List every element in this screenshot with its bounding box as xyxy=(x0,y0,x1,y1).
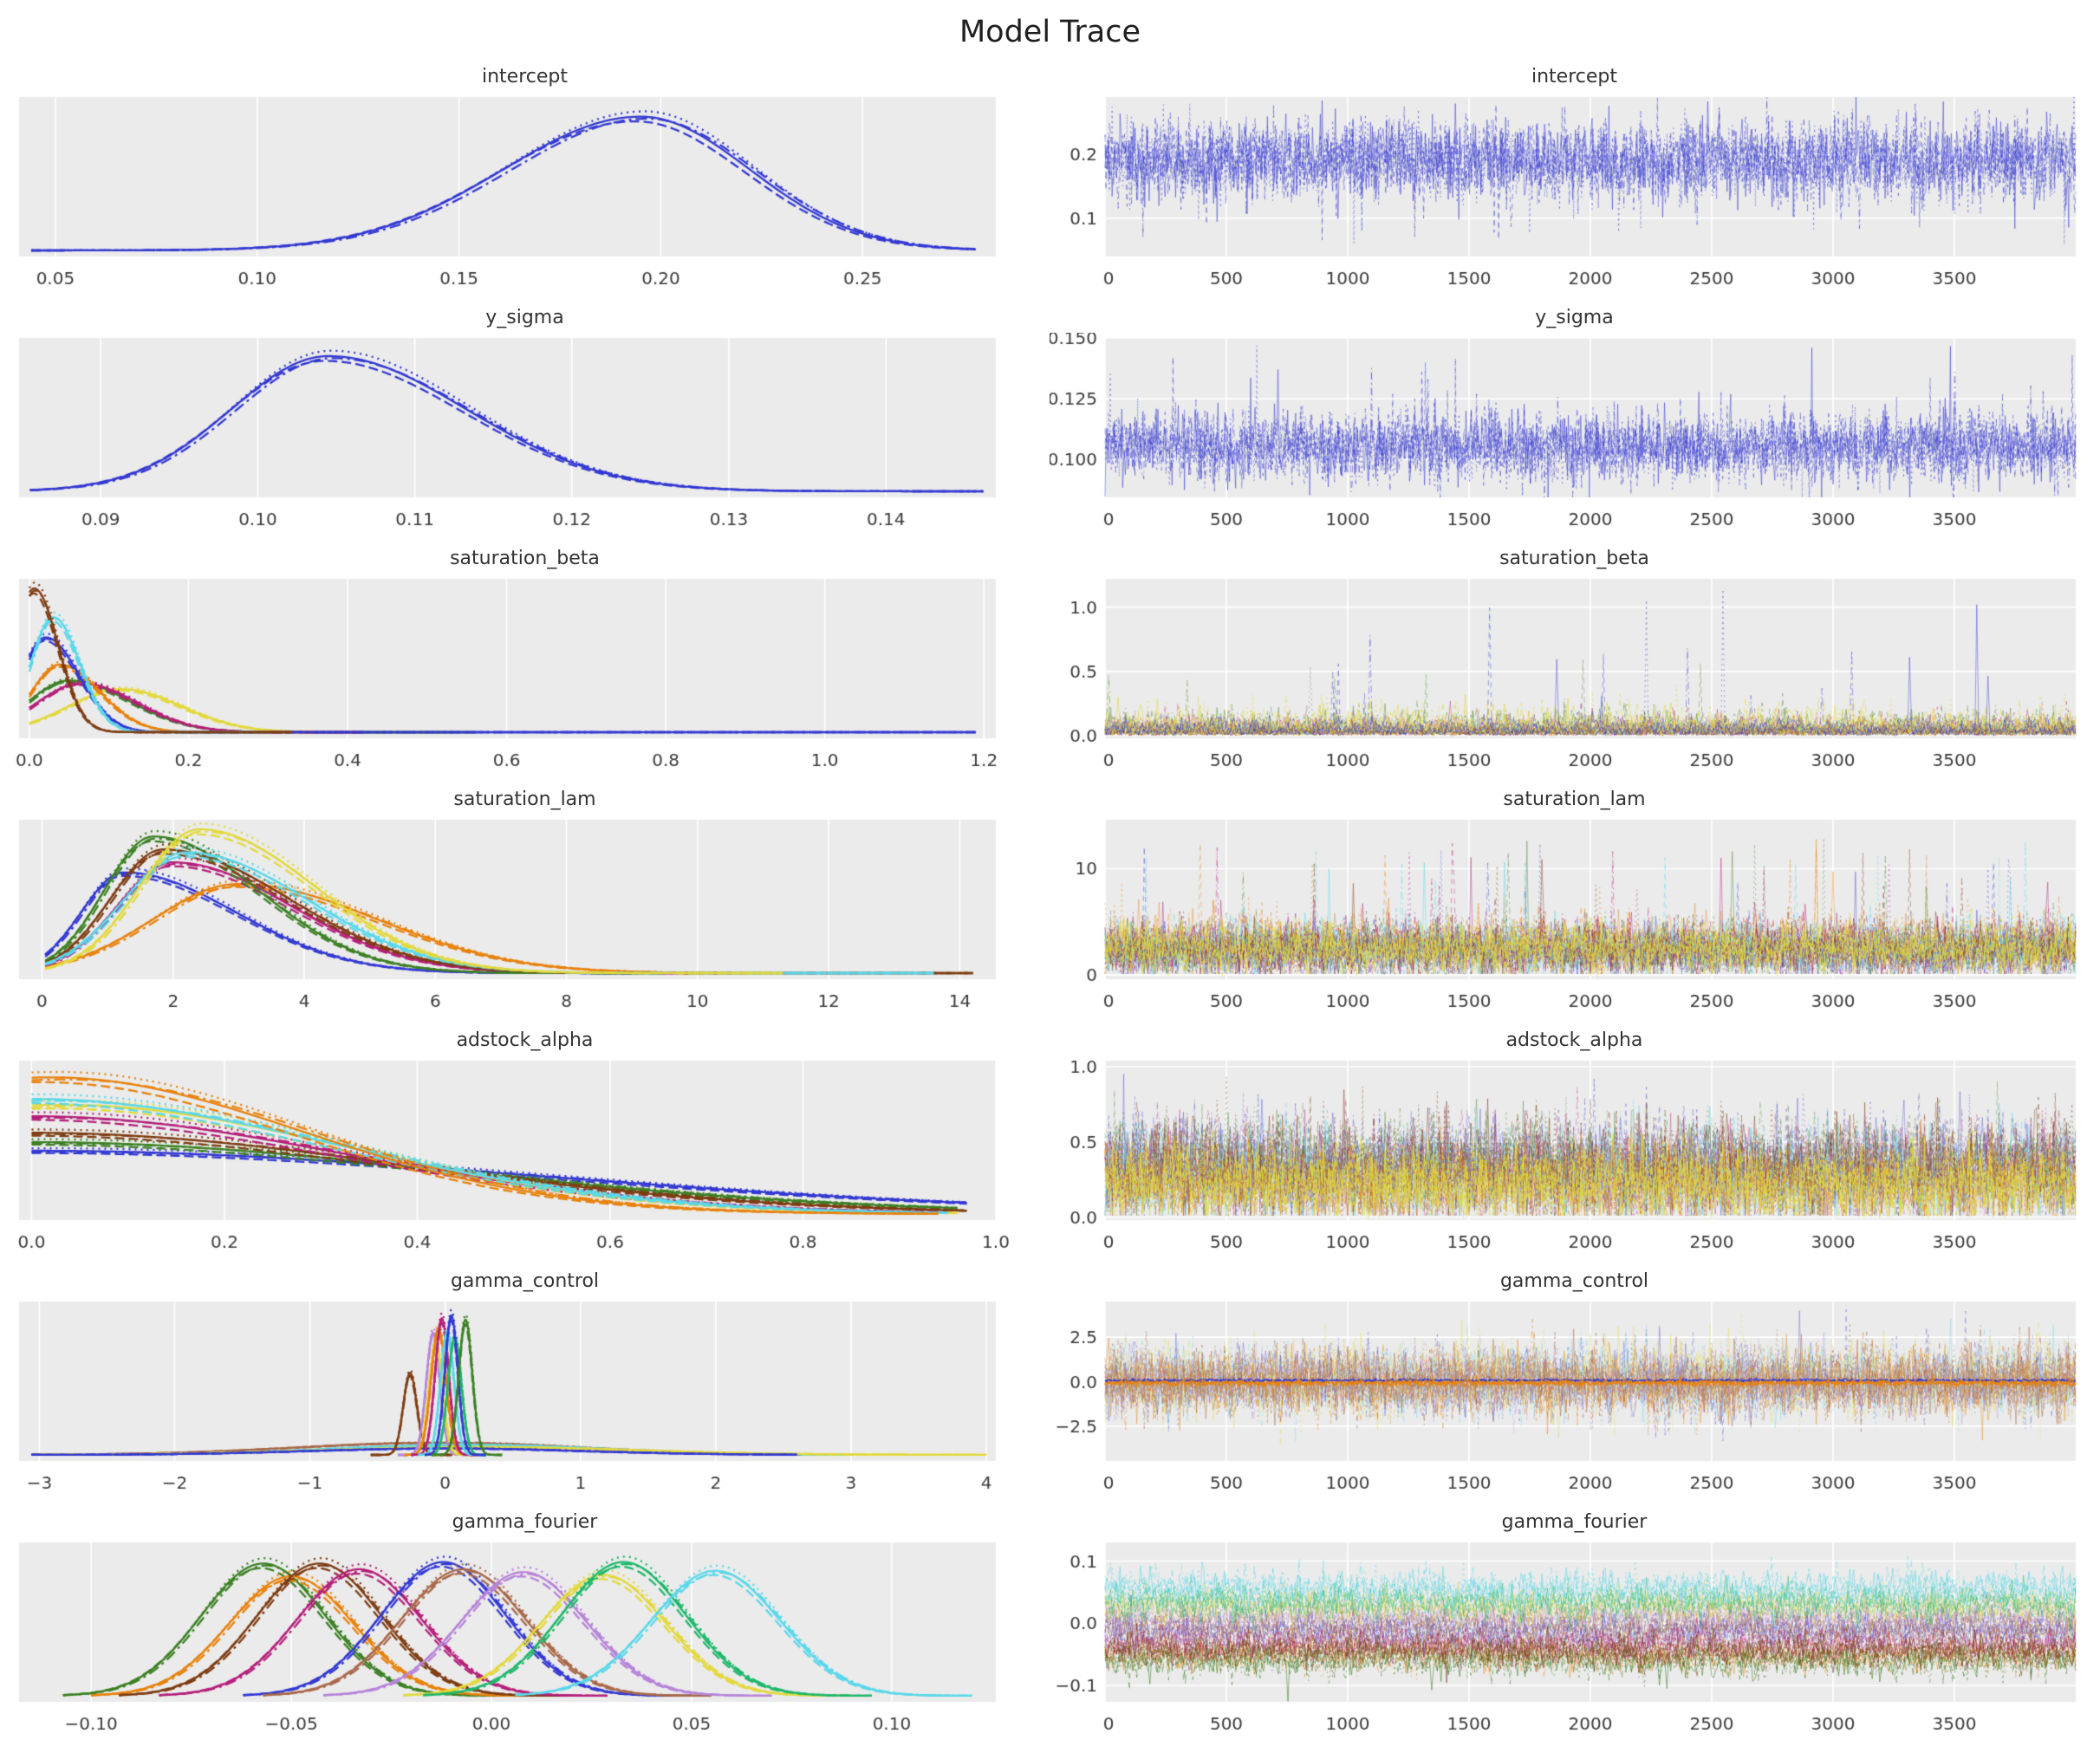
kde-panel-gamma-control: gamma_control xyxy=(0,1269,1050,1510)
row-adstock-alpha: adstock_alpha adstock_alpha xyxy=(0,1028,2100,1269)
row-saturation-lam: saturation_lam saturation_lam xyxy=(0,787,2100,1028)
figure-title: Model Trace xyxy=(959,15,1141,49)
row-gamma-control: gamma_control gamma_control xyxy=(0,1269,2100,1510)
trace-canvas-saturation-lam xyxy=(1050,815,2099,1016)
kde-panel-adstock-alpha: adstock_alpha xyxy=(0,1028,1050,1269)
row-gamma-fourier: gamma_fourier gamma_fourier xyxy=(0,1510,2100,1750)
trace-panel-saturation-beta: saturation_beta xyxy=(1050,546,2099,787)
kde-canvas-saturation-beta xyxy=(0,574,1050,775)
subplot-title: saturation_lam xyxy=(1503,789,1646,810)
trace-panel-intercept: intercept xyxy=(1050,64,2099,305)
kde-canvas-gamma-control xyxy=(0,1296,1050,1497)
subplot-title: y_sigma xyxy=(1535,307,1614,328)
kde-canvas-saturation-lam xyxy=(0,815,1050,1016)
kde-canvas-adstock-alpha xyxy=(0,1055,1050,1256)
kde-panel-saturation-lam: saturation_lam xyxy=(0,787,1050,1028)
trace-panel-gamma-control: gamma_control xyxy=(1050,1269,2099,1510)
subplot-title: gamma_fourier xyxy=(452,1511,598,1533)
trace-canvas-intercept xyxy=(1050,92,2099,293)
trace-panel-saturation-lam: saturation_lam xyxy=(1050,787,2099,1028)
kde-panel-intercept: intercept xyxy=(0,64,1050,305)
kde-canvas-gamma-fourier xyxy=(0,1537,1050,1738)
kde-panel-saturation-beta: saturation_beta xyxy=(0,546,1050,787)
trace-canvas-gamma-control xyxy=(1050,1296,2099,1497)
trace-canvas-adstock-alpha xyxy=(1050,1055,2099,1256)
subplot-title: gamma_control xyxy=(450,1270,600,1292)
row-y-sigma: y_sigma y_sigma xyxy=(0,305,2100,546)
kde-canvas-y-sigma xyxy=(0,333,1050,534)
trace-panel-gamma-fourier: gamma_fourier xyxy=(1050,1510,2099,1750)
subplot-title: intercept xyxy=(482,66,568,88)
subplot-title: y_sigma xyxy=(485,307,564,328)
trace-panel-adstock-alpha: adstock_alpha xyxy=(1050,1028,2099,1269)
subplot-title: gamma_fourier xyxy=(1501,1511,1648,1533)
trace-panel-y-sigma: y_sigma xyxy=(1050,305,2099,546)
trace-canvas-saturation-beta xyxy=(1050,574,2099,775)
subplot-title: gamma_control xyxy=(1499,1270,1649,1292)
kde-canvas-intercept xyxy=(0,92,1050,293)
trace-canvas-y-sigma xyxy=(1050,333,2099,534)
kde-panel-gamma-fourier: gamma_fourier xyxy=(0,1510,1050,1750)
subplot-title: saturation_beta xyxy=(450,548,600,569)
kde-panel-y-sigma: y_sigma xyxy=(0,305,1050,546)
row-intercept: intercept intercept xyxy=(0,64,2100,305)
subplot-title: adstock_alpha xyxy=(1505,1029,1643,1051)
subplot-title: saturation_lam xyxy=(453,789,596,810)
subplot-title: intercept xyxy=(1531,66,1617,88)
row-saturation-beta: saturation_beta saturation_beta xyxy=(0,546,2100,787)
subplot-title: saturation_beta xyxy=(1499,548,1649,569)
subplot-title: adstock_alpha xyxy=(456,1029,594,1051)
trace-canvas-gamma-fourier xyxy=(1050,1537,2099,1738)
